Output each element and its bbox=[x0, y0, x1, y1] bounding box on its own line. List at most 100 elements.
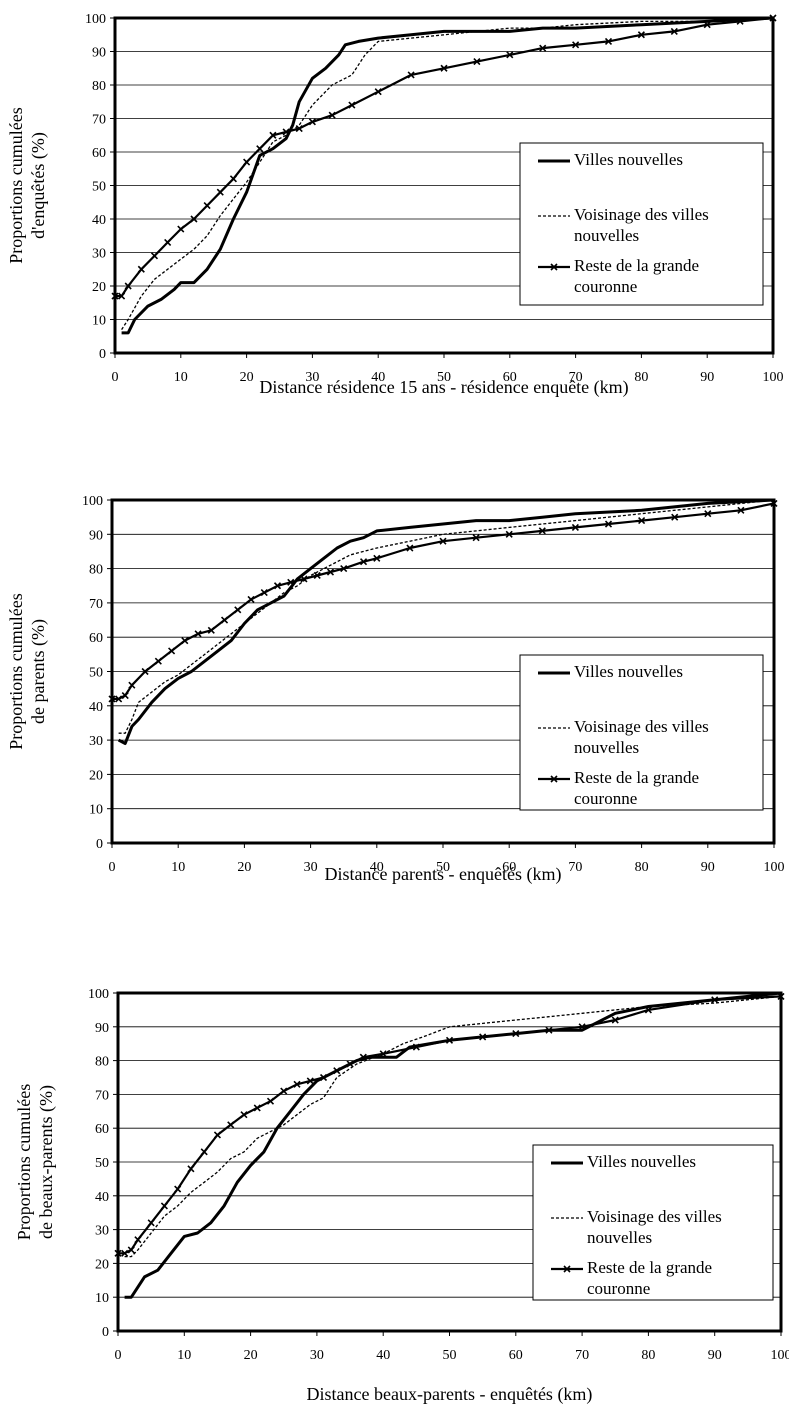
x-tick-label: 60 bbox=[502, 860, 516, 875]
series-point bbox=[147, 1219, 155, 1227]
y-tick-label: 60 bbox=[95, 1122, 109, 1137]
x-tick-label: 80 bbox=[634, 370, 648, 385]
series-line-3 bbox=[112, 502, 775, 701]
series-point bbox=[770, 499, 778, 507]
series-point bbox=[137, 265, 145, 273]
y-tick-label: 60 bbox=[92, 146, 106, 161]
legend-label: couronne bbox=[574, 789, 637, 808]
series-point bbox=[295, 124, 303, 133]
series-point bbox=[128, 681, 136, 689]
legend-box bbox=[532, 1144, 774, 1301]
series-point bbox=[190, 215, 198, 223]
legend-label: nouvelles bbox=[574, 738, 639, 757]
series-point bbox=[638, 517, 646, 525]
y-tick-label: 10 bbox=[89, 803, 103, 818]
y-tick-label: 70 bbox=[89, 597, 103, 612]
series-point bbox=[505, 530, 513, 538]
y-tick-label: 90 bbox=[92, 46, 106, 61]
series-point bbox=[293, 1080, 301, 1088]
series-point bbox=[326, 568, 335, 576]
series-point bbox=[194, 630, 202, 638]
y-tick-label: 80 bbox=[89, 563, 103, 578]
y-tick-label: 100 bbox=[85, 12, 106, 27]
series-point bbox=[611, 1016, 619, 1024]
series-point bbox=[174, 1185, 182, 1193]
x-tick-label: 70 bbox=[569, 370, 583, 385]
series-point bbox=[578, 1023, 586, 1031]
series-point bbox=[187, 1165, 195, 1173]
legend-label: Villes nouvelles bbox=[587, 1152, 696, 1171]
y-tick-label: 20 bbox=[95, 1257, 109, 1272]
y-tick-label: 70 bbox=[95, 1088, 109, 1103]
y-axis-title: Proportions cumulées bbox=[6, 107, 26, 263]
series-point bbox=[154, 657, 162, 665]
x-tick-label: 0 bbox=[115, 1348, 122, 1363]
series-point bbox=[571, 523, 579, 532]
series-point bbox=[313, 571, 321, 580]
series-point bbox=[359, 1053, 367, 1061]
series-point bbox=[260, 589, 268, 597]
plot-frame bbox=[113, 16, 775, 355]
series-point bbox=[473, 57, 481, 66]
x-tick-label: 30 bbox=[305, 370, 319, 385]
series-point bbox=[572, 41, 580, 49]
series-point bbox=[229, 175, 238, 183]
y-tick-label: 0 bbox=[102, 1325, 109, 1340]
series-line-1 bbox=[121, 16, 774, 335]
x-tick-label: 100 bbox=[763, 370, 784, 385]
series-point bbox=[114, 1249, 122, 1257]
series-point bbox=[374, 88, 382, 96]
y-tick-label: 80 bbox=[92, 79, 106, 94]
x-tick-label: 70 bbox=[568, 860, 582, 875]
legend-label: Reste de la grande bbox=[574, 256, 699, 275]
series-point bbox=[737, 506, 745, 514]
series-point bbox=[266, 1097, 275, 1105]
legend-label: Villes nouvelles bbox=[574, 150, 683, 169]
series-point bbox=[736, 17, 744, 25]
x-tick-label: 0 bbox=[112, 370, 119, 385]
x-axis-title: Distance beaux-parents - enquêtés (km) bbox=[307, 1384, 593, 1405]
x-tick-label: 30 bbox=[310, 1348, 324, 1363]
series-point bbox=[108, 695, 116, 703]
x-tick-label: 10 bbox=[174, 370, 188, 385]
plot-frame bbox=[116, 991, 783, 1333]
series-point bbox=[777, 992, 785, 1000]
x-tick-label: 30 bbox=[304, 860, 318, 875]
x-tick-label: 90 bbox=[708, 1348, 722, 1363]
series-point bbox=[134, 1236, 142, 1244]
series-point bbox=[319, 1073, 328, 1082]
legend-label: Villes nouvelles bbox=[574, 662, 683, 681]
chart-3: 0 10 20 30 40 50 60 70 80 90 100 0 10 20 30 40 50 60 70 80 9… bbox=[14, 987, 789, 1405]
series-point bbox=[121, 691, 129, 700]
series-point bbox=[168, 647, 176, 655]
legend: Villes nouvelles Voisinage des villes nouv… bbox=[519, 142, 764, 306]
x-tick-label: 70 bbox=[575, 1348, 589, 1363]
y-tick-label: 30 bbox=[95, 1224, 109, 1239]
series-point bbox=[545, 1026, 553, 1034]
series-point bbox=[340, 565, 348, 573]
y-tick-label: 50 bbox=[92, 180, 106, 195]
legend-marker bbox=[563, 1265, 571, 1273]
x-tick-label: 80 bbox=[635, 860, 649, 875]
series-point bbox=[512, 1029, 520, 1038]
series-point bbox=[711, 996, 719, 1004]
series-point bbox=[150, 252, 159, 260]
series-point bbox=[308, 118, 316, 126]
legend-label: couronne bbox=[587, 1279, 650, 1298]
series-point bbox=[256, 145, 264, 153]
series-point bbox=[644, 1006, 652, 1014]
series-point bbox=[200, 1148, 208, 1156]
series-point bbox=[243, 158, 251, 166]
chart-2: 0 10 20 30 40 50 60 70 80 90 100 0 10 20 30 40 50 60 70 80 9… bbox=[6, 494, 785, 885]
legend-label: couronne bbox=[574, 277, 637, 296]
series-point bbox=[671, 513, 679, 521]
y-tick-label: 50 bbox=[95, 1156, 109, 1171]
series-point bbox=[637, 31, 645, 39]
y-axis-title: Proportions cumulées bbox=[14, 1084, 34, 1240]
series-point bbox=[445, 1036, 454, 1044]
series-line-2 bbox=[124, 995, 782, 1258]
series-point bbox=[160, 1202, 168, 1210]
y-tick-label: 0 bbox=[96, 837, 103, 852]
y-tick-label: 30 bbox=[89, 734, 103, 749]
legend: Villes nouvelles Voisinage des villes nouv… bbox=[532, 1144, 774, 1301]
